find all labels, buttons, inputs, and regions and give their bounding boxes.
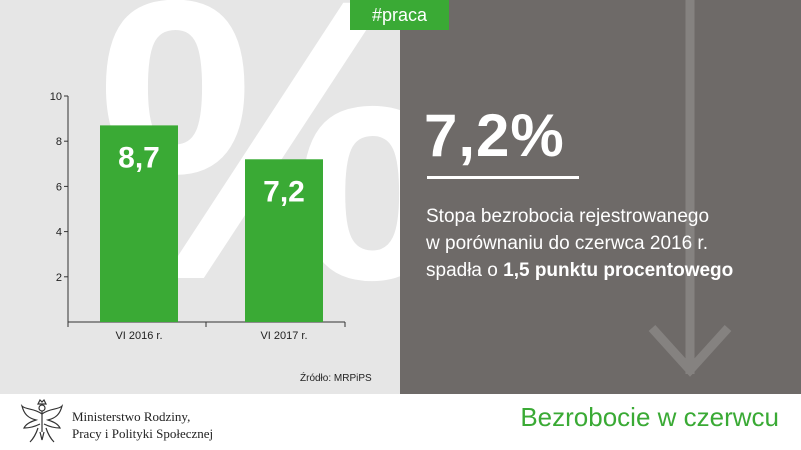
bar xyxy=(245,159,323,322)
arrow-down-icon xyxy=(648,0,732,377)
bar xyxy=(100,125,178,322)
description-line-3: spadła o 1,5 punktu procentowego xyxy=(426,257,796,284)
x-category-label: VI 2017 r. xyxy=(260,330,307,342)
footer-title: Bezrobocie w czerwcu xyxy=(520,402,779,432)
description-text: Stopa bezrobocia rejestrowanego w porówn… xyxy=(426,203,796,284)
description-line-3-prefix: spadła o xyxy=(426,260,504,281)
y-tick-label: 6 xyxy=(56,181,62,193)
ministry-name-line-2: Pracy i Polityki Społecznej xyxy=(72,426,214,441)
headline-value: 7,2% xyxy=(424,102,565,169)
arrow-head xyxy=(648,324,732,377)
ministry-name: Ministerstwo Rodziny, Pracy i Polityki S… xyxy=(72,408,213,442)
bar-chart: 2 4 6 8 10 8,7 VI 2016 r. 7,2 VI 2017 r. xyxy=(50,91,346,342)
description-line-2: w porównaniu do czerwca 2016 r. xyxy=(426,233,708,254)
chart-source: Źródło: MRPiPS xyxy=(300,373,372,384)
bar-value-label: 8,7 xyxy=(118,141,160,174)
summary-panel xyxy=(400,0,801,394)
x-category-label: VI 2016 r. xyxy=(115,330,162,342)
polish-eagle-icon xyxy=(20,398,64,443)
y-tick-label: 4 xyxy=(56,227,62,239)
y-tick-label: 10 xyxy=(50,91,62,103)
headline-underline xyxy=(427,176,579,179)
y-tick-label: 2 xyxy=(56,272,62,284)
description-highlight: 1,5 punktu procentowego xyxy=(503,260,734,281)
bar-value-label: 7,2 xyxy=(263,175,305,208)
hashtag-badge[interactable]: #praca xyxy=(350,0,449,30)
description-line-1: Stopa bezrobocia rejestrowanego xyxy=(426,206,710,227)
y-tick-label: 8 xyxy=(56,136,62,148)
ministry-name-line-1: Ministerstwo Rodziny, xyxy=(72,409,191,424)
